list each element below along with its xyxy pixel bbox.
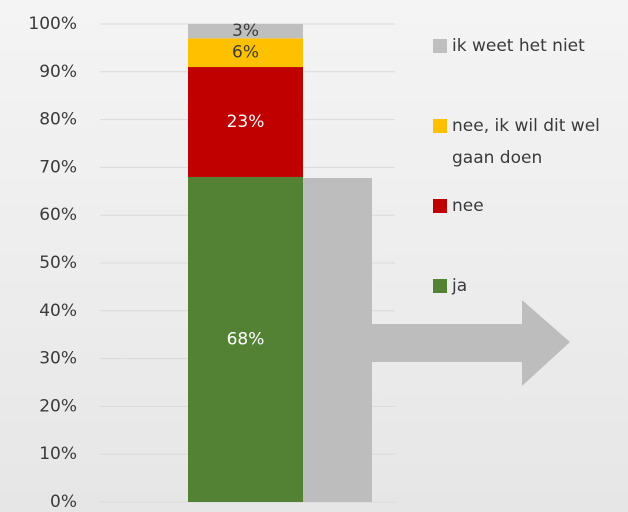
y-tick-label: 90% xyxy=(39,62,77,82)
bars: 68% 23% 6%3% xyxy=(188,21,303,502)
legend-swatch xyxy=(433,119,447,133)
chart: 0% 10% 20% 30% 40% 50% 60% 70% 80% 90% 100% 68% 23%… xyxy=(0,0,628,512)
legend-item: ja xyxy=(433,270,628,302)
y-tick-label: 30% xyxy=(39,349,77,369)
y-tick-label: 40% xyxy=(39,301,77,321)
chart-area: 0% 10% 20% 30% 40% 50% 60% 70% 80% 90% 100% 68% 23%… xyxy=(0,0,628,512)
legend-item: ik weet het niet xyxy=(433,30,628,62)
legend-item: nee, ik wil dit wel gaan doen xyxy=(433,110,628,174)
legend-label: nee, ik wil dit wel gaan doen xyxy=(452,110,612,174)
data-label: 68% xyxy=(227,329,265,349)
arrow xyxy=(372,300,570,386)
legend-item: nee xyxy=(433,190,628,222)
legend-swatch xyxy=(433,199,447,213)
legend-label: ja xyxy=(452,270,612,302)
data-label: 6% xyxy=(232,43,259,63)
y-tick-label: 60% xyxy=(39,205,77,225)
y-tick-label: 50% xyxy=(39,253,77,273)
data-label: 3% xyxy=(232,21,259,41)
data-label: 23% xyxy=(227,112,265,132)
y-tick-label: 100% xyxy=(28,14,77,34)
y-tick-label: 0% xyxy=(50,492,77,512)
legend-swatch xyxy=(433,39,447,53)
legend-label: ik weet het niet xyxy=(452,30,612,62)
y-tick-label: 10% xyxy=(39,444,77,464)
legend-label: nee xyxy=(452,190,612,222)
legend-swatch xyxy=(433,279,447,293)
y-tick-label: 70% xyxy=(39,157,77,177)
y-tick-label: 80% xyxy=(39,110,77,130)
shadow-bar xyxy=(303,178,372,502)
y-tick-label: 20% xyxy=(39,396,77,416)
